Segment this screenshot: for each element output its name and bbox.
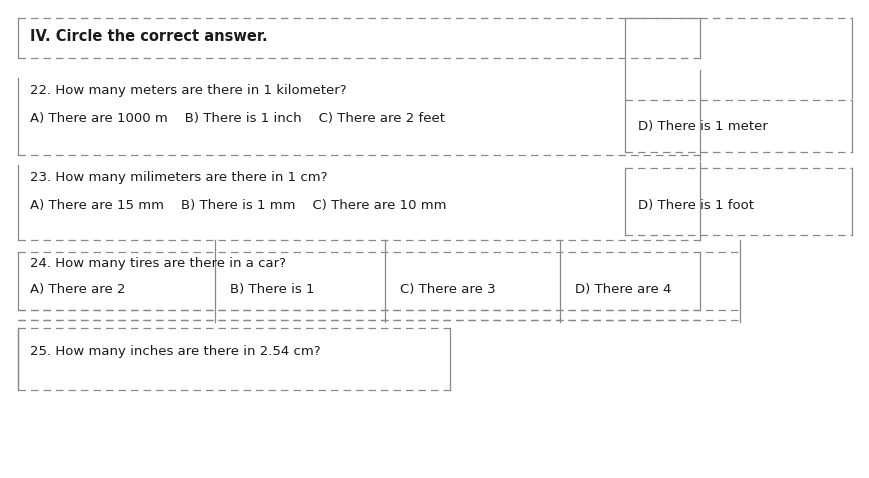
Text: 23. How many milimeters are there in 1 cm?: 23. How many milimeters are there in 1 c… [30,172,327,185]
Text: D) There is 1 meter: D) There is 1 meter [637,120,767,132]
Text: A) There are 15 mm    B) There is 1 mm    C) There are 10 mm: A) There are 15 mm B) There is 1 mm C) T… [30,198,446,211]
Text: IV. Circle the correct answer.: IV. Circle the correct answer. [30,29,268,43]
Text: B) There is 1: B) There is 1 [229,283,314,296]
Text: D) There is 1 foot: D) There is 1 foot [637,198,753,211]
Text: C) There are 3: C) There are 3 [400,283,495,296]
Text: A) There are 1000 m    B) There is 1 inch    C) There are 2 feet: A) There are 1000 m B) There is 1 inch C… [30,111,444,124]
Text: 22. How many meters are there in 1 kilometer?: 22. How many meters are there in 1 kilom… [30,84,346,97]
Text: D) There are 4: D) There are 4 [574,283,671,296]
Text: 24. How many tires are there in a car?: 24. How many tires are there in a car? [30,258,286,271]
Text: 25. How many inches are there in 2.54 cm?: 25. How many inches are there in 2.54 cm… [30,346,321,358]
Text: A) There are 2: A) There are 2 [30,283,125,296]
